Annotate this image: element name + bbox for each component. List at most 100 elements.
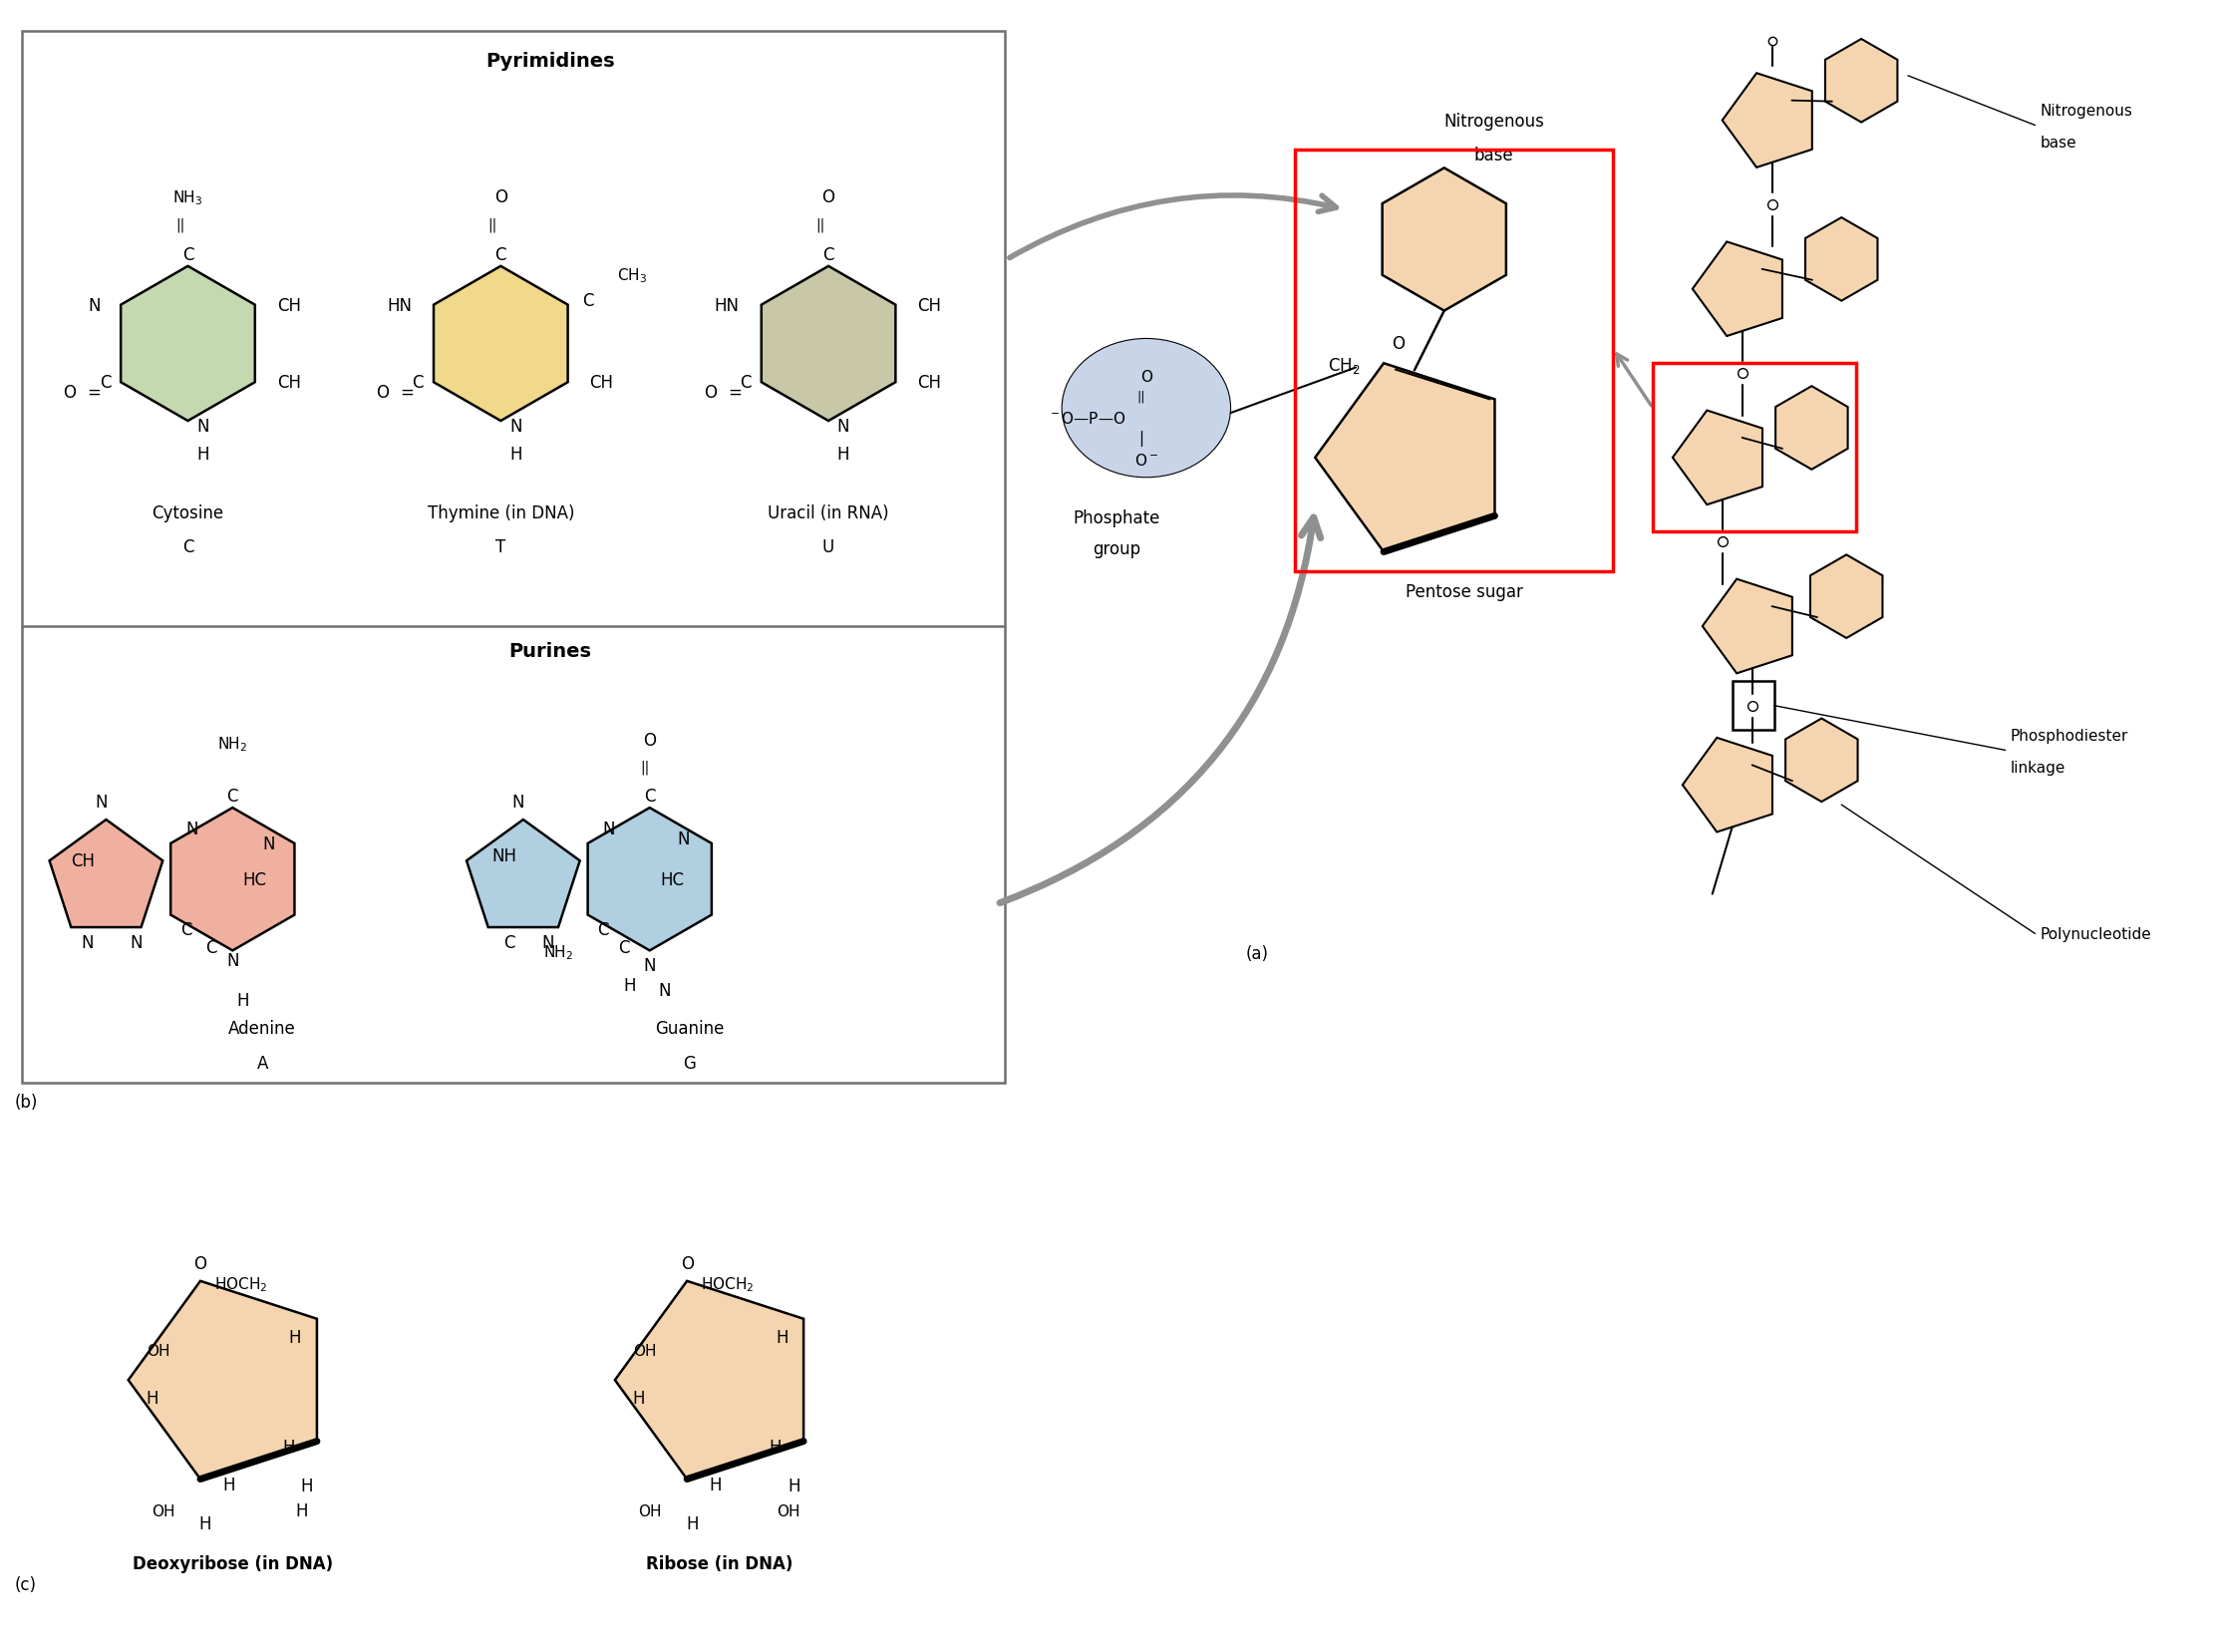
Text: Deoxyribose (in DNA): Deoxyribose (in DNA): [133, 1555, 333, 1573]
Text: H: H: [282, 1437, 295, 1455]
Text: Nitrogenous: Nitrogenous: [1444, 112, 1544, 131]
Text: C: C: [822, 246, 835, 264]
Text: CH$_2$: CH$_2$: [1328, 355, 1361, 375]
Polygon shape: [1684, 738, 1772, 833]
Text: C: C: [495, 246, 506, 264]
Text: C: C: [582, 292, 595, 309]
Text: group: group: [1093, 540, 1139, 558]
Text: linkage: linkage: [2010, 760, 2066, 775]
Text: CH: CH: [917, 297, 942, 314]
Text: ||: ||: [1137, 390, 1146, 403]
Polygon shape: [1810, 555, 1883, 639]
Text: N: N: [80, 933, 93, 952]
Text: (a): (a): [1246, 945, 1268, 963]
Text: H: H: [222, 1475, 235, 1493]
Text: CH$_3$: CH$_3$: [617, 266, 649, 286]
Text: $^-$O—P—O: $^-$O—P—O: [1048, 411, 1126, 426]
Text: Adenine: Adenine: [229, 1019, 295, 1037]
Text: C: C: [100, 373, 111, 392]
Polygon shape: [1775, 387, 1848, 471]
Text: OH: OH: [777, 1503, 800, 1518]
Polygon shape: [1786, 719, 1857, 803]
Text: NH$_2$: NH$_2$: [218, 735, 247, 753]
Text: O: O: [680, 1254, 693, 1272]
Text: N: N: [602, 819, 615, 838]
Text: O: O: [1139, 370, 1153, 385]
Text: Phosphodiester: Phosphodiester: [2010, 729, 2128, 743]
Text: Purines: Purines: [509, 643, 591, 661]
Polygon shape: [1806, 218, 1877, 302]
Text: N: N: [96, 793, 107, 811]
Text: H: H: [195, 446, 209, 463]
FancyBboxPatch shape: [22, 31, 1006, 1082]
Text: C: C: [180, 922, 191, 938]
Text: H: H: [509, 446, 522, 463]
Text: O: O: [822, 188, 835, 206]
Text: N: N: [195, 418, 209, 436]
Text: A: A: [258, 1054, 269, 1072]
Text: C: C: [227, 788, 238, 805]
Text: C: C: [504, 933, 515, 952]
Text: (c): (c): [13, 1576, 36, 1593]
Text: C: C: [413, 373, 424, 392]
Text: H: H: [686, 1515, 697, 1533]
Polygon shape: [1721, 74, 1812, 169]
Text: =: =: [87, 383, 100, 401]
Text: N: N: [262, 834, 275, 852]
Text: O: O: [193, 1254, 207, 1272]
Text: HN: HN: [715, 297, 740, 314]
Polygon shape: [171, 808, 295, 952]
Text: HOCH$_2$: HOCH$_2$: [213, 1275, 267, 1294]
Text: (b): (b): [13, 1092, 38, 1110]
Polygon shape: [129, 1282, 318, 1479]
Text: C: C: [597, 922, 609, 938]
Polygon shape: [1704, 580, 1792, 674]
Text: N: N: [542, 933, 555, 952]
Text: OH: OH: [633, 1343, 655, 1358]
Text: Uracil (in RNA): Uracil (in RNA): [768, 504, 888, 522]
Text: Polynucleotide: Polynucleotide: [2041, 927, 2152, 942]
Polygon shape: [120, 268, 255, 421]
Text: HC: HC: [660, 871, 684, 889]
Text: Pyrimidines: Pyrimidines: [486, 53, 615, 71]
Text: C: C: [740, 373, 751, 392]
Text: H: H: [624, 976, 635, 995]
Text: C: C: [644, 788, 655, 805]
Text: H: H: [633, 1389, 646, 1408]
Text: HOCH$_2$: HOCH$_2$: [700, 1275, 753, 1294]
Text: G: G: [684, 1054, 695, 1072]
Text: NH$_3$: NH$_3$: [173, 188, 202, 206]
Text: CH: CH: [917, 373, 942, 392]
Text: C: C: [182, 246, 193, 264]
Text: C: C: [617, 938, 629, 957]
Text: T: T: [495, 539, 506, 557]
Text: C: C: [207, 938, 218, 957]
Text: HN: HN: [386, 297, 411, 314]
Text: Ribose (in DNA): Ribose (in DNA): [646, 1555, 793, 1573]
Text: H: H: [837, 446, 851, 463]
Text: N: N: [677, 829, 691, 847]
Polygon shape: [466, 819, 580, 928]
Text: ||: ||: [640, 760, 649, 773]
Text: U: U: [822, 539, 835, 557]
Text: ||: ||: [815, 218, 826, 233]
Text: CH: CH: [278, 297, 300, 314]
Text: CH: CH: [278, 373, 300, 392]
Text: H: H: [235, 991, 249, 1009]
Ellipse shape: [1062, 339, 1230, 477]
Text: H: H: [200, 1515, 211, 1533]
Text: N: N: [837, 418, 851, 436]
Text: NH: NH: [491, 847, 515, 866]
Polygon shape: [762, 268, 895, 421]
Text: |: |: [1139, 431, 1144, 446]
Text: H: H: [300, 1477, 313, 1495]
Text: OH: OH: [151, 1503, 175, 1518]
Text: OH: OH: [637, 1503, 662, 1518]
Text: O$^-$: O$^-$: [1135, 453, 1157, 468]
Text: Thymine (in DNA): Thymine (in DNA): [426, 504, 575, 522]
Polygon shape: [433, 268, 569, 421]
Text: H: H: [289, 1328, 302, 1346]
Text: O: O: [495, 188, 506, 206]
Text: H: H: [295, 1502, 309, 1520]
Text: H: H: [788, 1477, 800, 1495]
